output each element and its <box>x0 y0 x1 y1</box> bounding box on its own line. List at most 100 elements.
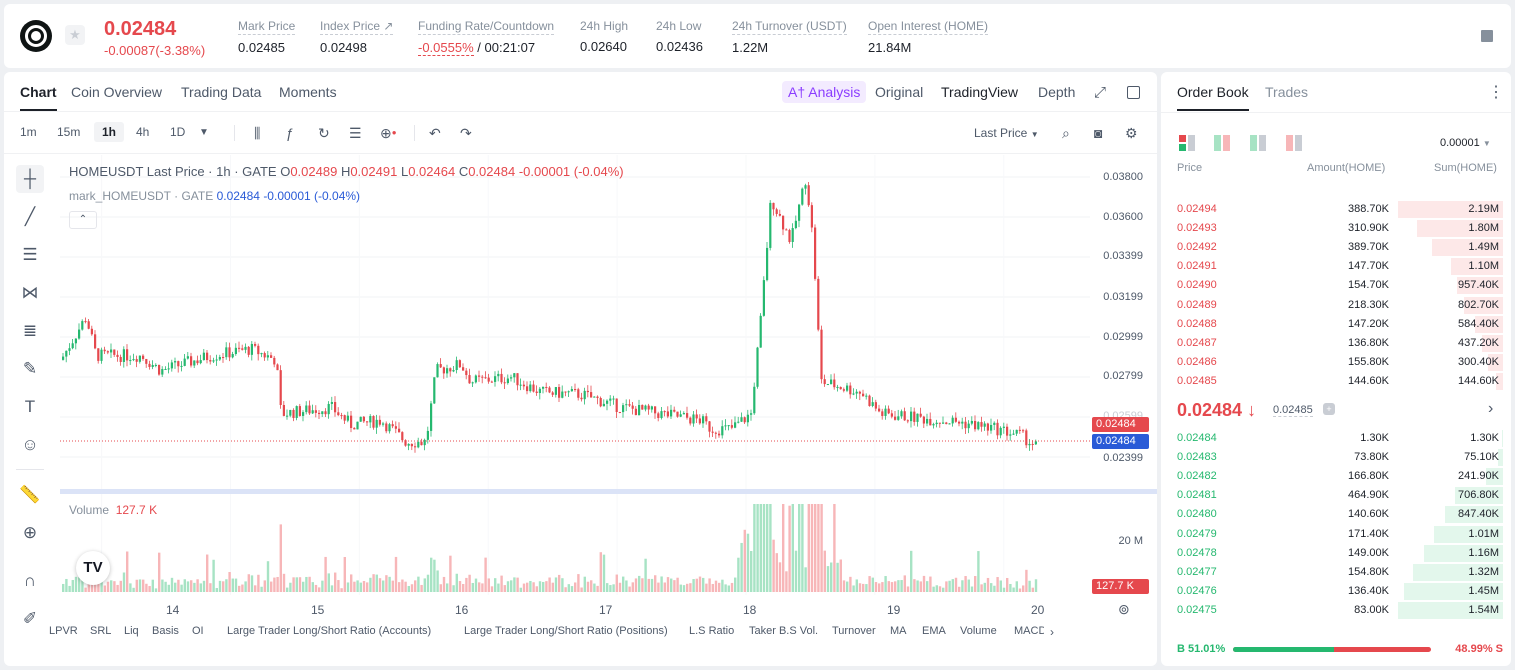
view-asks-icon[interactable] <box>1286 135 1302 151</box>
brush-icon[interactable]: ✎ <box>22 359 38 378</box>
bid-row[interactable]: 0.02480 140.60K 847.40K <box>1161 505 1511 524</box>
candle <box>881 411 884 416</box>
indicator-turnover[interactable]: Turnover <box>832 625 876 637</box>
bid-row[interactable]: 0.02481 464.90K 706.80K <box>1161 486 1511 505</box>
indicator-ls-accounts[interactable]: Large Trader Long/Short Ratio (Accounts) <box>227 625 432 637</box>
ask-row[interactable]: 0.02487 136.80K 437.20K <box>1161 334 1511 353</box>
tab-chart[interactable]: Chart <box>20 84 57 111</box>
candle <box>858 391 861 394</box>
add-indicator-icon[interactable]: ⊕● <box>380 125 397 141</box>
bid-row[interactable]: 0.02479 171.40K 1.01M <box>1161 525 1511 544</box>
indicator-ls-positions[interactable]: Large Trader Long/Short Ratio (Positions… <box>464 625 668 637</box>
indicator-basis[interactable]: Basis <box>152 625 179 637</box>
indicator-ema[interactable]: EMA <box>922 625 946 637</box>
timeframe-1d[interactable]: 1D <box>170 125 186 139</box>
ask-row[interactable]: 0.02486 155.80K 300.40K <box>1161 353 1511 372</box>
chevron-down-icon[interactable]: ▼ <box>199 127 209 138</box>
timeframe-1h[interactable]: 1h <box>94 122 125 142</box>
fib-icon[interactable]: ≣ <box>22 321 38 340</box>
timeframe-1m[interactable]: 1m <box>20 125 37 139</box>
indicator-liq[interactable]: Liq <box>124 625 139 637</box>
ask-row[interactable]: 0.02493 310.90K 1.80M <box>1161 219 1511 238</box>
precision-select[interactable]: 0.00001 ▼ <box>1440 137 1491 149</box>
bid-row[interactable]: 0.02477 154.80K 1.32M <box>1161 563 1511 582</box>
lock-drawing-icon[interactable]: ✐ <box>22 609 38 628</box>
ask-row[interactable]: 0.02490 154.70K 957.40K <box>1161 276 1511 295</box>
bid-row[interactable]: 0.02475 83.00K 1.54M <box>1161 601 1511 620</box>
tab-order-book[interactable]: Order Book <box>1177 84 1249 111</box>
horizontal-lines-icon[interactable]: ☰ <box>22 245 38 264</box>
tab-trading-data[interactable]: Trading Data <box>181 84 262 100</box>
indicator-ls-ratio[interactable]: L.S Ratio <box>689 625 735 637</box>
ai-analysis-button[interactable]: A† Analysis <box>782 81 867 103</box>
stat-label[interactable]: 24h Turnover (USDT) <box>732 19 847 35</box>
star-icon[interactable]: ★ <box>65 25 85 45</box>
indicator-oi[interactable]: OI <box>192 625 204 637</box>
chevron-right-icon[interactable]: › <box>1050 625 1054 639</box>
tab-depth[interactable]: Depth <box>1038 84 1076 100</box>
volume-bar <box>1018 588 1022 592</box>
window-icon[interactable] <box>1127 86 1140 99</box>
candlestick-icon[interactable]: ⫼ <box>254 125 261 141</box>
emoji-icon[interactable]: ☺ <box>21 435 39 454</box>
layout-icon[interactable]: ☰ <box>349 125 362 141</box>
indicator-lpvr[interactable]: LPVR <box>49 625 78 637</box>
tab-original[interactable]: Original <box>875 84 924 100</box>
last-price-select[interactable]: Last Price ▼ <box>974 126 1039 140</box>
tab-moments[interactable]: Moments <box>279 84 337 100</box>
row-amount: 149.00K <box>1348 546 1389 559</box>
view-bids-icon[interactable] <box>1250 135 1266 151</box>
ask-row[interactable]: 0.02494 388.70K 2.19M <box>1161 200 1511 219</box>
tradingview-logo[interactable]: TV <box>76 551 110 585</box>
stat-label[interactable]: Index Price ↗ <box>320 19 394 35</box>
ask-row[interactable]: 0.02492 389.70K 1.49M <box>1161 238 1511 257</box>
timeframe-15m[interactable]: 15m <box>57 125 81 139</box>
magnet-icon[interactable]: ∩ <box>23 571 37 590</box>
tab-coin-overview[interactable]: Coin Overview <box>71 84 163 100</box>
more-icon[interactable]: ⋮ <box>1488 84 1504 101</box>
replay-icon[interactable]: ↻ <box>318 125 330 141</box>
view-split-icon[interactable] <box>1214 135 1230 151</box>
tab-tradingview[interactable]: TradingView <box>941 84 1019 100</box>
ask-row[interactable]: 0.02488 147.20K 584.40K <box>1161 315 1511 334</box>
indicator-ma[interactable]: MA <box>890 625 907 637</box>
undo-icon[interactable]: ↶ <box>429 125 441 141</box>
indicators-icon[interactable]: ƒ <box>286 125 294 141</box>
bid-row[interactable]: 0.02476 136.40K 1.45M <box>1161 582 1511 601</box>
bid-row[interactable]: 0.02482 166.80K 241.90K <box>1161 467 1511 486</box>
gear-icon[interactable]: ⚙ <box>1125 125 1138 141</box>
expand-icon[interactable]: ⤢ <box>1094 84 1107 101</box>
view-both-icon[interactable] <box>1179 135 1195 151</box>
zoom-in-icon[interactable]: ⊕ <box>22 523 38 542</box>
text-icon[interactable]: T <box>24 397 36 416</box>
bid-row[interactable]: 0.02478 149.00K 1.16M <box>1161 544 1511 563</box>
chevron-right-icon[interactable]: › <box>1488 400 1494 417</box>
price-chart[interactable]: HOMEUSDT Last Price · 1h · GATE O0.02489… <box>60 155 1157 666</box>
search-icon[interactable]: ⌕ <box>1062 125 1070 141</box>
ask-row[interactable]: 0.02489 218.30K 802.70K <box>1161 296 1511 315</box>
ask-row[interactable]: 0.02485 144.60K 144.60K <box>1161 372 1511 391</box>
ruler-icon[interactable]: 📏 <box>19 485 41 504</box>
bid-row[interactable]: 0.02483 73.80K 75.10K <box>1161 448 1511 467</box>
stat-label[interactable]: Mark Price <box>238 19 296 35</box>
ask-row[interactable]: 0.02491 147.70K 1.10M <box>1161 257 1511 276</box>
indicator-macd[interactable]: MACD <box>1014 625 1044 637</box>
camera-icon[interactable]: ◙ <box>1094 125 1103 141</box>
last-price: 0.02484 <box>104 18 177 40</box>
trend-line-icon[interactable]: ╱ <box>24 207 36 226</box>
crosshair-icon[interactable]: ┼ <box>16 165 44 193</box>
tab-trades[interactable]: Trades <box>1265 84 1309 100</box>
settings-icon[interactable]: ⊚ <box>1118 601 1130 617</box>
timeframe-4h[interactable]: 4h <box>136 125 150 139</box>
pattern-icon[interactable]: ⋈ <box>21 283 39 302</box>
divider <box>16 469 44 470</box>
indicator-taker-vol[interactable]: Taker B.S Vol. <box>749 625 819 637</box>
stat-label[interactable]: Open Interest (HOME) <box>868 19 989 35</box>
indicator-volume[interactable]: Volume <box>960 625 997 637</box>
notebook-icon[interactable] <box>1481 30 1493 42</box>
redo-icon[interactable]: ↷ <box>460 125 472 141</box>
indicator-srl[interactable]: SRL <box>90 625 112 637</box>
collapse-legend-button[interactable]: ⌃ <box>69 211 97 229</box>
bid-row[interactable]: 0.02484 1.30K 1.30K <box>1161 429 1511 448</box>
stat-label[interactable]: Funding Rate/Countdown <box>418 19 555 35</box>
